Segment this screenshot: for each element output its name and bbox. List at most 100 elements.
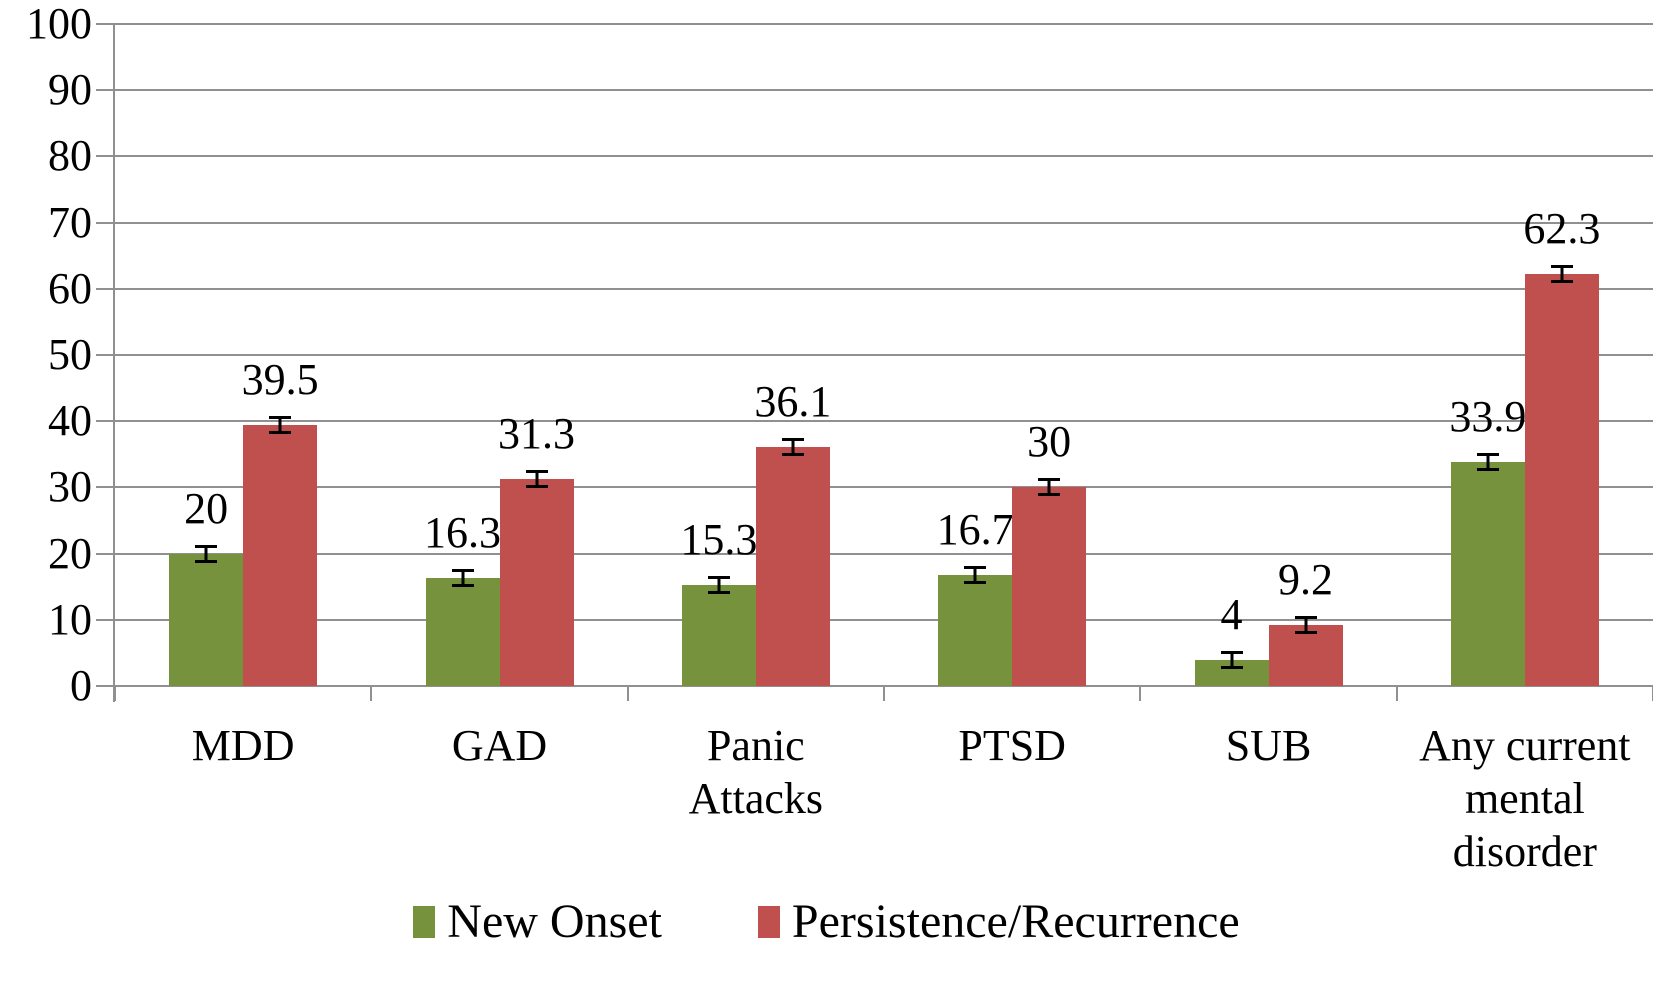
- error-bar-cap: [781, 453, 804, 457]
- bar-value-label: 20: [184, 483, 229, 533]
- x-axis-tick: [1139, 686, 1142, 701]
- error-bar-cap: [1220, 665, 1243, 669]
- bar-new-onset: [169, 553, 244, 686]
- x-category-label: GAD: [451, 721, 548, 770]
- y-gridline: [115, 618, 1653, 621]
- y-axis-tick: [96, 552, 115, 555]
- y-axis-tick-label: 70: [48, 197, 92, 247]
- legend-label-new-onset: New Onset: [447, 895, 662, 948]
- error-bar-cap: [964, 581, 987, 585]
- error-bar-cap: [1550, 264, 1573, 268]
- x-axis-tick: [1395, 686, 1398, 701]
- error-bar-cap: [707, 590, 730, 594]
- error-bar-cap: [1220, 650, 1243, 654]
- error-bar-cap: [195, 544, 218, 548]
- legend-label-persistence-recurrence: Persistence/Recurrence: [791, 895, 1240, 948]
- bar-value-label: 30: [1027, 417, 1072, 467]
- y-gridline: [115, 486, 1653, 489]
- error-bar: [791, 440, 795, 455]
- error-bar-cap: [707, 575, 730, 579]
- y-axis-tick-label: 80: [48, 131, 92, 181]
- y-axis-tick: [96, 23, 115, 25]
- y-axis-line: [113, 24, 115, 702]
- x-axis-tick: [626, 686, 629, 701]
- error-bar-cap: [269, 415, 292, 419]
- bar-persistence-recurrence: [1012, 487, 1087, 686]
- error-bar-cap: [451, 584, 474, 588]
- y-gridline: [115, 354, 1653, 356]
- y-gridline: [115, 552, 1653, 555]
- y-gridline: [115, 287, 1653, 290]
- error-bar: [461, 571, 464, 586]
- error-bar: [1560, 266, 1564, 281]
- bar-persistence-recurrence: [1524, 273, 1599, 686]
- x-category-label: Panic Attacks: [688, 721, 824, 823]
- error-bar-cap: [1476, 467, 1499, 471]
- error-bar-cap: [1294, 616, 1317, 620]
- y-axis-tick: [96, 89, 115, 92]
- bar-value-label: 31.3: [498, 408, 575, 458]
- y-gridline: [115, 89, 1653, 92]
- error-bar: [717, 577, 721, 592]
- y-axis-tick: [96, 486, 115, 489]
- bar-value-label: 62.3: [1523, 203, 1601, 253]
- y-axis-tick: [96, 420, 115, 423]
- error-bar-cap: [269, 430, 292, 434]
- y-axis-tick-label: 90: [48, 65, 92, 115]
- y-gridline: [115, 420, 1653, 423]
- x-category-label: MDD: [191, 721, 295, 770]
- bar-new-onset: [938, 575, 1013, 686]
- y-axis-tick-label: 10: [48, 594, 92, 644]
- bar-persistence-recurrence: [243, 424, 318, 686]
- y-axis-tick-label: 30: [48, 462, 92, 512]
- y-axis-tick-label: 40: [48, 396, 92, 446]
- legend: New Onset Persistence/Recurrence: [0, 898, 1653, 946]
- bar-value-label: 16.7: [936, 505, 1014, 555]
- y-axis-tick: [96, 287, 115, 290]
- bar-value-label: 36.1: [754, 377, 832, 427]
- error-bar: [1304, 618, 1307, 633]
- y-axis-tick: [96, 221, 115, 224]
- error-bar: [535, 471, 538, 486]
- bar-value-label: 39.5: [241, 354, 319, 404]
- bar-persistence-recurrence: [755, 447, 830, 686]
- y-axis-tick-label: 100: [26, 0, 92, 48]
- legend-item-persistence-recurrence: Persistence/Recurrence: [757, 895, 1240, 948]
- error-bar-cap: [525, 469, 548, 473]
- x-category-label: Any current mental disorder: [1419, 721, 1631, 876]
- error-bar-cap: [451, 569, 474, 573]
- error-bar-cap: [1550, 279, 1573, 283]
- y-axis-tick: [96, 685, 115, 687]
- x-axis-tick: [114, 686, 116, 701]
- x-axis-tick: [370, 686, 373, 701]
- x-category-label: PTSD: [958, 721, 1066, 770]
- error-bar-cap: [525, 484, 548, 488]
- bar-new-onset: [681, 584, 756, 686]
- bar-value-label: 33.9: [1449, 391, 1527, 441]
- error-bar: [973, 568, 977, 583]
- bar-new-onset: [425, 578, 500, 686]
- error-bar-cap: [964, 566, 987, 570]
- y-axis-tick-label: 60: [48, 263, 92, 313]
- y-gridline: [115, 221, 1653, 224]
- y-gridline: [115, 23, 1653, 25]
- x-axis-tick: [883, 686, 885, 701]
- bar-persistence-recurrence: [1268, 625, 1343, 686]
- error-bar-cap: [781, 438, 804, 442]
- y-axis-tick-label: 0: [70, 661, 92, 710]
- legend-swatch-persistence-recurrence-icon: [757, 906, 780, 938]
- y-gridline: [115, 155, 1653, 158]
- error-bar-cap: [1038, 493, 1061, 497]
- error-bar: [204, 546, 208, 561]
- y-axis-tick-label: 50: [48, 330, 92, 379]
- bar-value-label: 9.2: [1278, 555, 1333, 605]
- bar-persistence-recurrence: [499, 478, 574, 686]
- y-axis-tick: [96, 155, 115, 158]
- bar-new-onset: [1450, 461, 1525, 686]
- legend-item-new-onset: New Onset: [413, 898, 662, 946]
- error-bar-cap: [1476, 452, 1499, 456]
- bar-value-label: 15.3: [680, 514, 758, 564]
- error-bar-cap: [1038, 478, 1061, 482]
- error-bar-cap: [1294, 631, 1317, 635]
